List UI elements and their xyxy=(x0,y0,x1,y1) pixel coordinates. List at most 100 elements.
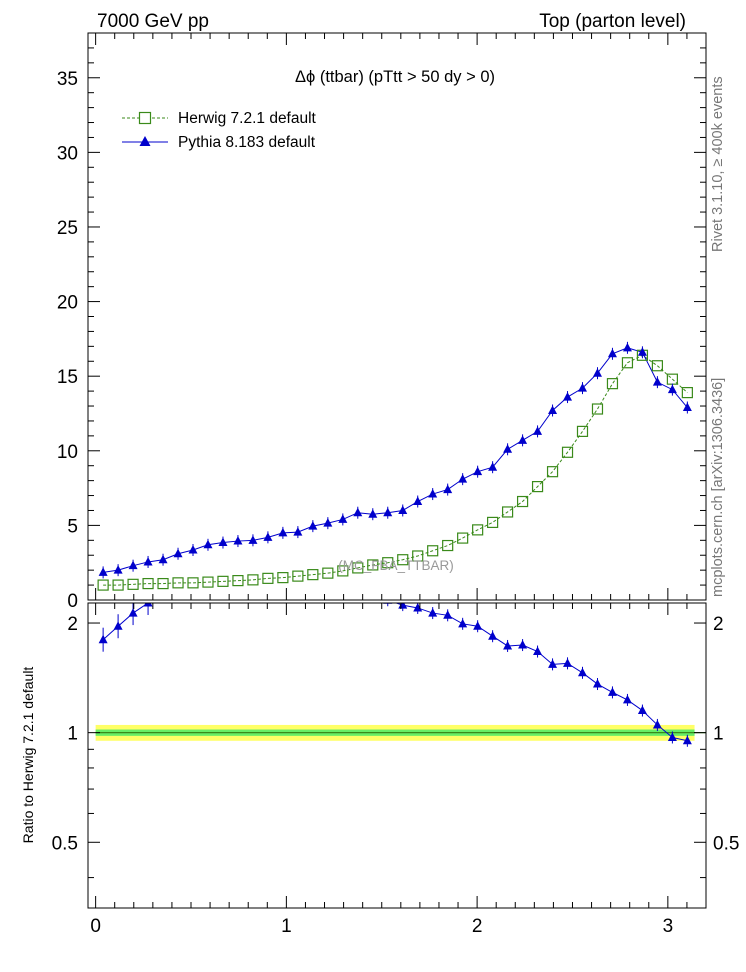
pythia-point xyxy=(353,507,363,517)
pythia-point xyxy=(652,377,662,386)
herwig-point xyxy=(112,579,124,591)
pythia-point xyxy=(577,383,587,392)
herwig-point xyxy=(501,506,514,518)
legend-herwig-label: Herwig 7.2.1 default xyxy=(178,110,317,127)
ratio-plot-panel: 0 1 2 3 0.5 0.5 1 1 2 2 Ratio to Herwig 7.2.1 def… xyxy=(20,552,739,937)
herwig-point xyxy=(457,532,469,544)
plot-title: Δϕ (ttbar) (pTtt > 50 dy > 0) xyxy=(295,68,495,86)
legend-herwig-marker xyxy=(138,111,152,125)
x-tick-label: 1 xyxy=(281,916,292,937)
pythia-point xyxy=(548,405,558,415)
y-tick-label: 35 xyxy=(57,69,78,90)
herwig-point xyxy=(651,360,663,372)
x-tick-label: 0 xyxy=(90,916,101,937)
legend-entry-herwig: Herwig 7.2.1 default xyxy=(122,110,317,127)
ratio-pythia-point xyxy=(428,608,438,617)
x-tick-label: 3 xyxy=(663,916,674,937)
ratio-pythia-point xyxy=(98,634,108,644)
ratio-pythia-point xyxy=(353,575,362,584)
rivet-version-label: Rivet 3.1.10, ≥ 400k events xyxy=(710,76,726,252)
analysis-watermark: (MC_FBA_TTBAR) xyxy=(338,558,454,573)
herwig-point xyxy=(621,357,634,369)
ratio-pythia-line xyxy=(102,603,688,742)
herwig-point xyxy=(157,577,169,590)
ratio-pythia-point xyxy=(682,735,692,745)
herwig-point xyxy=(576,425,589,437)
herwig-point xyxy=(262,572,274,584)
main-plot-panel: 0 5 10 15 20 25 30 35 Δϕ (ttbar) (pTtt > 50 dy … xyxy=(57,32,707,612)
ratio-pythia-point xyxy=(189,564,198,573)
pythia-point xyxy=(607,348,617,358)
pythia-point xyxy=(323,518,333,527)
ratio-pythia-point xyxy=(143,603,153,607)
ratio-pythia-point xyxy=(503,640,513,650)
herwig-line xyxy=(103,354,688,586)
ratio-pythia-point xyxy=(248,557,257,566)
pythia-point xyxy=(143,556,153,566)
ratio-pythia-point xyxy=(637,705,647,715)
herwig-point xyxy=(397,554,409,566)
ratio-pythia-point xyxy=(548,659,558,668)
herwig-point xyxy=(546,466,559,478)
pythia-point xyxy=(113,565,123,574)
herwig-point xyxy=(606,378,619,390)
herwig-point xyxy=(232,575,244,587)
herwig-point xyxy=(337,565,349,577)
pythia-point xyxy=(473,466,483,476)
herwig-point xyxy=(382,557,394,569)
pythia-point xyxy=(293,527,303,536)
ratio-y-tick-label-right: 0.5 xyxy=(713,833,739,854)
ratio-pythia-point xyxy=(592,679,602,688)
ratio-y-tick-label: 1 xyxy=(67,724,78,745)
ratio-y-axis-label: Ratio to Herwig 7.2.1 default xyxy=(20,667,36,844)
pythia-point xyxy=(398,505,408,514)
herwig-point xyxy=(472,524,484,536)
pythia-point xyxy=(622,342,632,352)
ratio-pythia-point xyxy=(293,563,302,572)
pythia-point xyxy=(667,384,677,394)
herwig-point xyxy=(531,481,544,493)
herwig-point xyxy=(487,516,499,529)
pythia-line xyxy=(103,347,688,573)
ratio-pythia-point xyxy=(443,610,453,619)
herwig-point xyxy=(97,579,109,591)
pythia-point xyxy=(428,489,438,498)
pythia-point xyxy=(158,554,168,564)
pythia-point xyxy=(218,537,228,547)
ratio-pythia-point xyxy=(413,603,423,612)
herwig-point xyxy=(322,567,334,579)
herwig-point xyxy=(516,495,529,508)
pythia-point xyxy=(308,521,318,530)
pythia-point xyxy=(128,560,138,570)
pythia-point xyxy=(233,536,243,545)
ratio-pythia-point xyxy=(622,694,632,704)
herwig-point xyxy=(187,577,199,589)
ratio-pythia-point xyxy=(458,618,468,628)
pythia-point xyxy=(503,444,513,453)
y-tick-label: 0 xyxy=(67,591,78,612)
ratio-pythia-point xyxy=(488,631,498,640)
main-plot-series xyxy=(97,341,693,591)
y-tick-label: 30 xyxy=(57,143,78,164)
legend-entry-pythia: Pythia 8.183 default xyxy=(122,134,316,151)
pythia-point xyxy=(413,496,423,506)
y-tick-label: 20 xyxy=(57,293,78,314)
ratio-pythia-point xyxy=(383,603,393,604)
pythia-point xyxy=(278,527,288,537)
herwig-point xyxy=(172,577,184,589)
ratio-pythia-point xyxy=(128,608,138,617)
ratio-pythia-point xyxy=(308,560,317,569)
ratio-y-tick-label: 0.5 xyxy=(52,833,78,854)
herwig-point xyxy=(292,570,304,582)
ratio-y-tick-label-right: 1 xyxy=(713,724,724,745)
pythia-point xyxy=(563,392,573,401)
ratio-pythia-point xyxy=(607,687,617,696)
ratio-pythia-point xyxy=(667,732,677,741)
ratio-pythia-point xyxy=(233,552,242,561)
pythia-point xyxy=(338,514,348,523)
pythia-point xyxy=(203,539,213,549)
header-right: Top (parton level) xyxy=(539,11,686,32)
pythia-point xyxy=(443,484,453,494)
pythia-point xyxy=(592,368,602,377)
ratio-pythia-point xyxy=(278,559,287,568)
